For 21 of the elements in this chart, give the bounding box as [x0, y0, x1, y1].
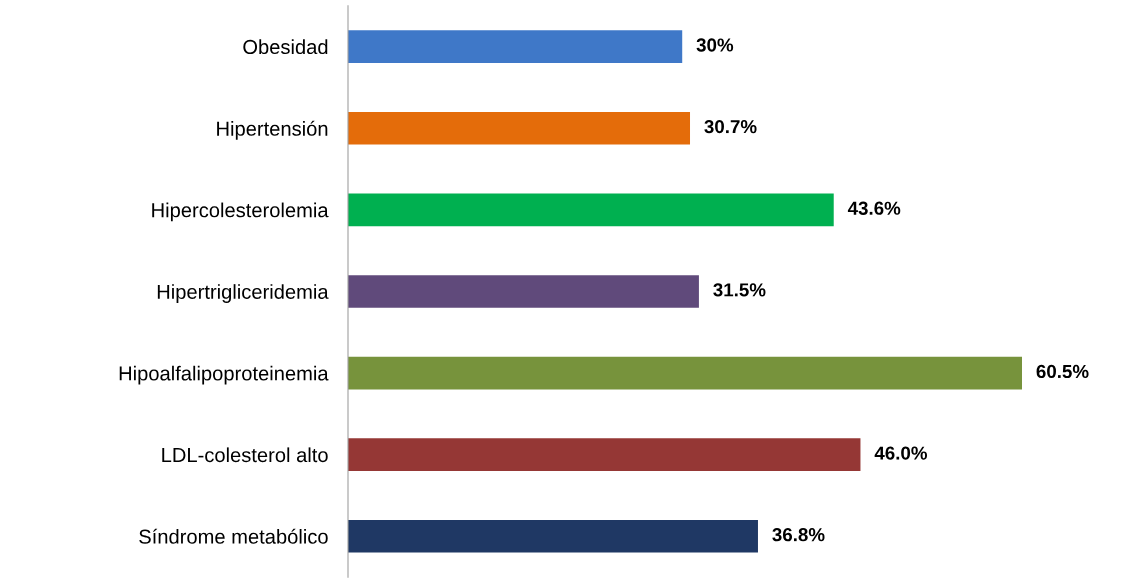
data-label: 36.8%	[772, 528, 825, 542]
data-label: 30.7%	[704, 119, 757, 134]
data-label: 31.5%	[713, 283, 766, 297]
y-tick-label: LDL-colesterol alto	[162, 447, 328, 463]
bar	[348, 519, 758, 553]
data-label: 43.6%	[847, 201, 901, 215]
y-tick-label: Obesidad	[243, 39, 328, 55]
y-tick-label: Hipertrigliceridemia	[157, 284, 329, 303]
y-tick-label: Hipoalfalipoproteinemia	[119, 365, 329, 385]
data-label: 46.0%	[874, 446, 928, 460]
data-label: 30%	[696, 38, 734, 52]
bar	[348, 30, 683, 63]
y-tick-label: Síndrome metabólico	[139, 528, 328, 544]
bar	[348, 356, 1022, 390]
bar	[348, 275, 699, 308]
bar	[348, 111, 691, 145]
y-tick-label: Hipertensión	[217, 120, 328, 140]
y-tick-label: Hipercolesterolemia	[152, 202, 329, 222]
bar	[348, 193, 834, 227]
bar	[348, 438, 861, 471]
data-label: 60.5%	[1036, 364, 1089, 379]
